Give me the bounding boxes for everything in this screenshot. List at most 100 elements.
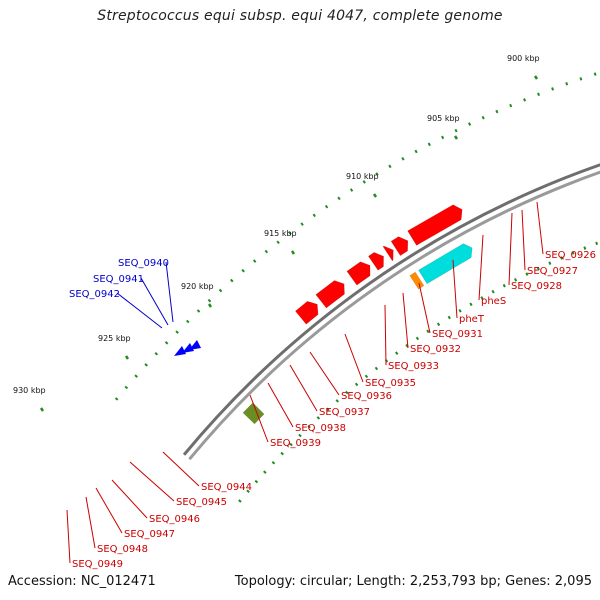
scale-tick-label: 930 kbp: [13, 386, 46, 395]
summary-label: Topology: circular; Length: 2,253,793 bp…: [234, 574, 592, 589]
inner-dot: [536, 266, 540, 271]
leader-line: [478, 234, 484, 301]
inner-dot: [298, 433, 302, 438]
inner-dot: [595, 241, 599, 246]
scale-dot: [388, 164, 392, 169]
scale-dot: [276, 240, 280, 245]
scale-dot: [565, 82, 569, 86]
scale-tick-label: 920 kbp: [181, 282, 214, 291]
inner-dot: [559, 256, 563, 260]
cds-reverse: [409, 271, 425, 290]
leader-line: [85, 496, 96, 549]
scale-dot: [312, 213, 316, 218]
inner-dot: [254, 479, 259, 484]
leader-line: [418, 282, 431, 334]
leader-line: [111, 479, 148, 519]
leader-line: [309, 351, 340, 396]
inner-dot: [458, 308, 462, 313]
inner-dot: [415, 336, 420, 341]
inner-dot: [335, 399, 339, 403]
scale-dot: [241, 268, 245, 273]
cds-forward: [294, 300, 319, 325]
scale-dot: [324, 204, 329, 209]
inner-dot: [280, 451, 284, 456]
cds-forward: [315, 280, 345, 309]
leader-line: [536, 201, 544, 255]
leader-line: [289, 364, 318, 412]
scale-tick: [39, 407, 45, 412]
scale-tick: [533, 75, 539, 80]
scale-tick: [207, 303, 213, 308]
inner-dot: [548, 261, 552, 265]
scale-tick-label: 915 kbp: [264, 229, 297, 238]
scale-dot: [593, 72, 597, 76]
scale-dot: [175, 330, 179, 334]
leader-line: [165, 261, 174, 323]
cds-forward: [390, 236, 409, 257]
scale-dot: [349, 188, 354, 192]
gene-label: SEQ_0932: [410, 344, 461, 355]
scale-dot: [509, 103, 513, 108]
inner-dot: [436, 322, 441, 327]
blue-feature: [182, 343, 194, 353]
gene-label: pheT: [459, 314, 485, 325]
gene-label: SEQ_0927: [527, 266, 578, 277]
inner-dot: [447, 315, 451, 320]
cds-reverse: [242, 402, 265, 425]
leader-line: [267, 382, 294, 428]
gene-label: SEQ_0942: [69, 289, 120, 300]
scale-tick-label: 900 kbp: [507, 54, 540, 63]
scale-dot: [337, 196, 341, 201]
scale-dot: [207, 298, 212, 303]
scale-dot: [230, 278, 234, 283]
cds-forward: [367, 252, 384, 271]
leader-line: [384, 304, 387, 366]
cds-forward: [407, 204, 463, 246]
scale-tick: [124, 355, 130, 360]
cds-forward: [346, 261, 371, 286]
inner-dot: [316, 416, 321, 420]
scale-dot: [154, 352, 159, 356]
inner-dot: [480, 296, 484, 300]
gene-label: SEQ_0948: [97, 544, 148, 555]
leader-line: [116, 292, 163, 329]
leader-line: [402, 292, 409, 349]
scale-dot: [114, 397, 119, 401]
gene-label: SEQ_0944: [201, 482, 252, 493]
scale-dot: [288, 231, 292, 235]
leader-line: [249, 394, 269, 443]
scale-dot: [495, 109, 499, 114]
inner-dot: [469, 302, 473, 307]
scale-dot: [468, 122, 472, 126]
gene-label: SEQ_0937: [319, 407, 370, 418]
scale-dot: [537, 92, 541, 97]
inner-dot: [583, 246, 587, 250]
inner-dot: [271, 461, 276, 465]
gene-label: SEQ_0926: [545, 250, 596, 261]
accession-label: Accession: NC_012471: [8, 574, 156, 589]
scale-dot: [144, 363, 148, 367]
scale-dot: [427, 142, 431, 147]
inner-dot: [326, 407, 330, 412]
scale-dot: [300, 222, 304, 226]
backbone-outer: [182, 163, 600, 456]
scale-dot: [551, 87, 555, 91]
leader-line: [162, 451, 200, 487]
scale-dot: [264, 249, 269, 254]
scale-dot: [134, 374, 138, 378]
gene-label: SEQ_0940: [118, 258, 169, 269]
gene-label: SEQ_0945: [176, 497, 227, 508]
leader-line: [140, 277, 169, 326]
scale-tick-label: 905 kbp: [427, 114, 460, 123]
leader-line: [452, 259, 458, 319]
gene-label: SEQ_0935: [365, 378, 416, 389]
leader-line: [129, 461, 175, 502]
gene-label: SEQ_0938: [295, 423, 346, 434]
inner-dot: [289, 442, 293, 447]
inner-dot: [246, 489, 250, 494]
inner-dot: [263, 470, 267, 474]
inner-dot: [571, 251, 575, 255]
scale-dot: [218, 288, 223, 293]
blue-feature: [174, 346, 186, 356]
